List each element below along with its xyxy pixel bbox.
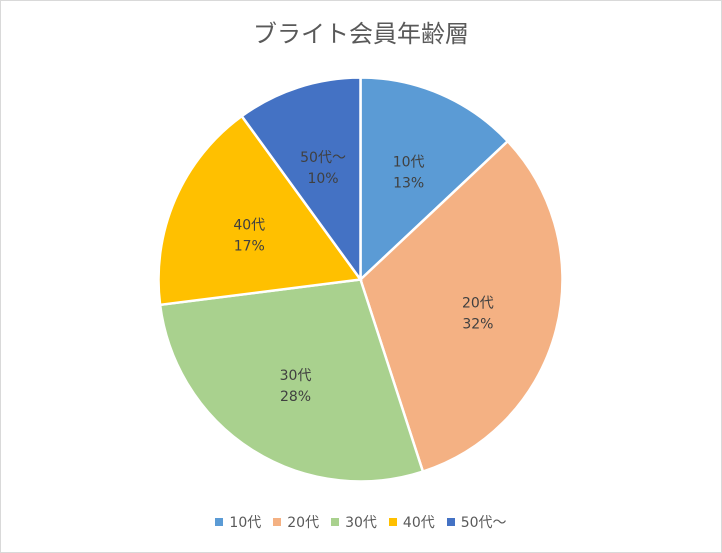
legend-label: 50代～ — [460, 515, 507, 531]
legend-swatch — [273, 518, 282, 526]
legend-label: 30代 — [345, 515, 377, 531]
data-label-category: 50代～ — [300, 150, 346, 166]
pie-slice-3 — [157, 114, 363, 307]
pie-slice-0 — [359, 76, 510, 283]
data-label-value: 28% — [280, 389, 311, 405]
legend: 10代 20代 30代 40代 50代～ — [0, 512, 722, 532]
pie-slice-2 — [158, 278, 425, 483]
data-label-category: 40代 — [233, 217, 265, 233]
legend-label: 20代 — [287, 515, 320, 531]
data-label-value: 10% — [307, 171, 338, 187]
data-label-value: 17% — [234, 238, 265, 254]
pie-slice-4 — [240, 76, 362, 284]
legend-item: 30代 — [331, 512, 377, 532]
legend-item: 20代 — [273, 512, 319, 532]
legend-item: 10代 — [215, 512, 261, 532]
legend-swatch — [215, 518, 224, 526]
pie-slice-1 — [359, 139, 564, 474]
data-label-category: 10代 — [393, 154, 425, 170]
data-label-category: 20代 — [462, 296, 494, 312]
legend-item: 40代 — [388, 512, 435, 532]
chart-title: ブライト会員年齢層 — [253, 20, 469, 48]
legend-swatch — [331, 518, 340, 526]
legend-label: 10代 — [229, 515, 262, 531]
data-label-value: 13% — [393, 175, 424, 191]
legend-swatch — [388, 518, 397, 526]
legend-label: 40代 — [402, 515, 435, 531]
legend-item: 50代～ — [446, 512, 507, 532]
legend-swatch — [446, 518, 455, 526]
data-label-value: 32% — [462, 317, 493, 333]
data-label-category: 30代 — [280, 368, 312, 384]
